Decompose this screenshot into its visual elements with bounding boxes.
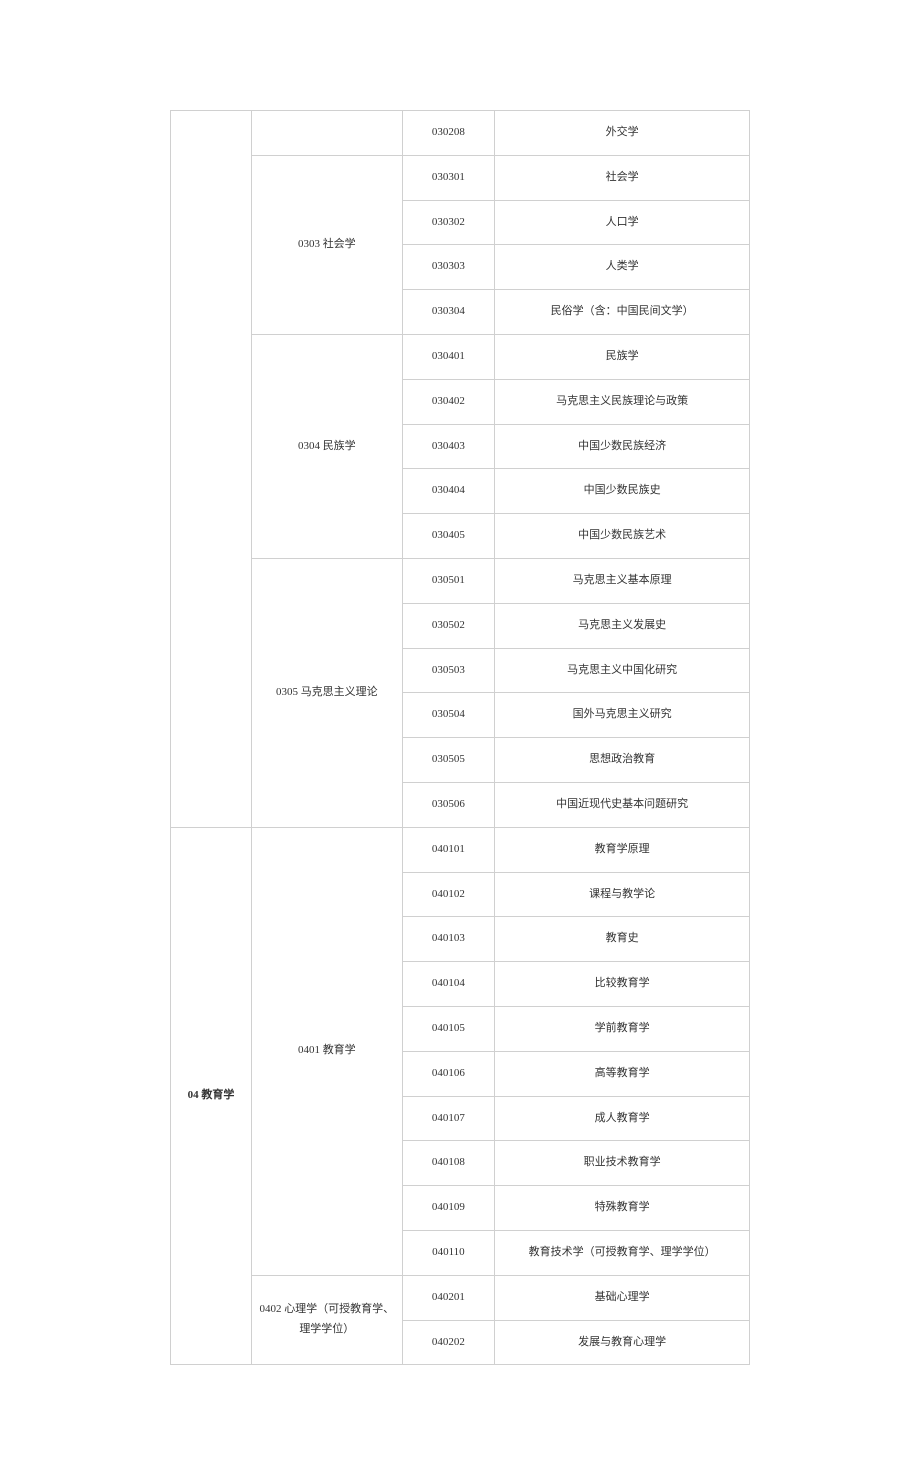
category-cell	[171, 111, 252, 828]
name-cell: 马克思主义中国化研究	[495, 648, 750, 693]
code-cell: 030304	[402, 290, 495, 335]
code-cell: 040108	[402, 1141, 495, 1186]
discipline-group-cell: 0401 教育学	[252, 827, 403, 1275]
code-cell: 030503	[402, 648, 495, 693]
name-cell: 马克思主义基本原理	[495, 558, 750, 603]
code-cell: 030504	[402, 693, 495, 738]
name-cell: 发展与教育心理学	[495, 1320, 750, 1365]
code-cell: 040110	[402, 1230, 495, 1275]
code-cell: 040101	[402, 827, 495, 872]
name-cell: 人类学	[495, 245, 750, 290]
code-cell: 030301	[402, 155, 495, 200]
code-cell: 040103	[402, 917, 495, 962]
category-cell: 04 教育学	[171, 827, 252, 1365]
name-cell: 中国近现代史基本问题研究	[495, 782, 750, 827]
code-cell: 040105	[402, 1006, 495, 1051]
code-cell: 030402	[402, 379, 495, 424]
name-cell: 职业技术教育学	[495, 1141, 750, 1186]
name-cell: 教育技术学（可授教育学、理学学位）	[495, 1230, 750, 1275]
code-cell: 040106	[402, 1051, 495, 1096]
code-cell: 040102	[402, 872, 495, 917]
name-cell: 课程与教学论	[495, 872, 750, 917]
discipline-table: 030208外交学0303 社会学030301社会学030302人口学03030…	[170, 110, 750, 1365]
name-cell: 教育史	[495, 917, 750, 962]
code-cell: 040201	[402, 1275, 495, 1320]
code-cell: 030505	[402, 738, 495, 783]
code-cell: 030404	[402, 469, 495, 514]
name-cell: 马克思主义发展史	[495, 603, 750, 648]
code-cell: 030501	[402, 558, 495, 603]
code-cell: 030208	[402, 111, 495, 156]
code-cell: 030502	[402, 603, 495, 648]
name-cell: 学前教育学	[495, 1006, 750, 1051]
code-cell: 030405	[402, 514, 495, 559]
code-cell: 030403	[402, 424, 495, 469]
name-cell: 教育学原理	[495, 827, 750, 872]
code-cell: 030302	[402, 200, 495, 245]
discipline-group-cell: 0305 马克思主义理论	[252, 558, 403, 827]
name-cell: 中国少数民族史	[495, 469, 750, 514]
table-row: 0303 社会学030301社会学	[171, 155, 750, 200]
code-cell: 040104	[402, 962, 495, 1007]
code-cell: 030303	[402, 245, 495, 290]
table-row: 030208外交学	[171, 111, 750, 156]
discipline-group-cell: 0304 民族学	[252, 334, 403, 558]
code-cell: 030506	[402, 782, 495, 827]
code-cell: 040202	[402, 1320, 495, 1365]
table-row: 0402 心理学（可授教育学、理学学位）040201基础心理学	[171, 1275, 750, 1320]
code-cell: 030401	[402, 334, 495, 379]
name-cell: 社会学	[495, 155, 750, 200]
name-cell: 国外马克思主义研究	[495, 693, 750, 738]
table-row: 0305 马克思主义理论030501马克思主义基本原理	[171, 558, 750, 603]
name-cell: 比较教育学	[495, 962, 750, 1007]
name-cell: 民俗学（含：中国民间文学）	[495, 290, 750, 335]
name-cell: 成人教育学	[495, 1096, 750, 1141]
discipline-group-cell: 0402 心理学（可授教育学、理学学位）	[252, 1275, 403, 1365]
name-cell: 人口学	[495, 200, 750, 245]
code-cell: 040109	[402, 1186, 495, 1231]
code-cell: 040107	[402, 1096, 495, 1141]
name-cell: 特殊教育学	[495, 1186, 750, 1231]
table-row: 04 教育学0401 教育学040101教育学原理	[171, 827, 750, 872]
name-cell: 高等教育学	[495, 1051, 750, 1096]
discipline-group-cell	[252, 111, 403, 156]
name-cell: 思想政治教育	[495, 738, 750, 783]
name-cell: 外交学	[495, 111, 750, 156]
name-cell: 中国少数民族艺术	[495, 514, 750, 559]
name-cell: 基础心理学	[495, 1275, 750, 1320]
name-cell: 马克思主义民族理论与政策	[495, 379, 750, 424]
name-cell: 中国少数民族经济	[495, 424, 750, 469]
discipline-group-cell: 0303 社会学	[252, 155, 403, 334]
table-row: 0304 民族学030401民族学	[171, 334, 750, 379]
name-cell: 民族学	[495, 334, 750, 379]
